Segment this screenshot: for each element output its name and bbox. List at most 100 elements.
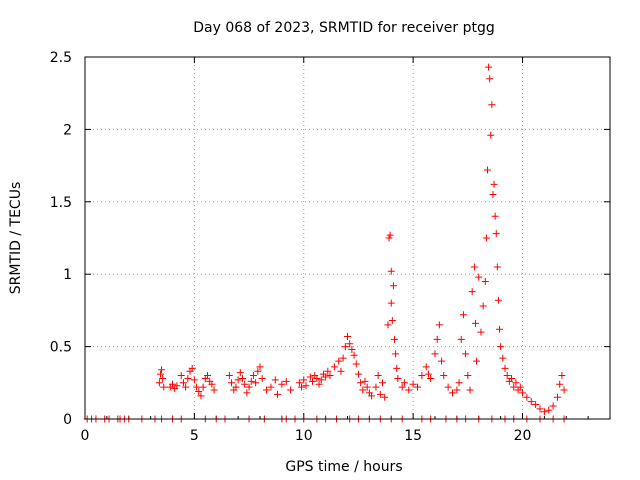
data-point <box>455 379 463 387</box>
data-point <box>339 354 347 362</box>
x-tick-label: 10 <box>295 428 313 444</box>
data-point <box>493 263 501 271</box>
data-point <box>556 380 564 388</box>
y-tick-label: 2 <box>63 122 72 138</box>
data-point <box>558 372 566 380</box>
data-point <box>263 386 271 394</box>
data-point <box>405 386 413 394</box>
data-point <box>182 383 190 391</box>
data-point <box>287 386 295 394</box>
data-point <box>549 402 557 410</box>
data-point <box>158 366 166 374</box>
data-point <box>315 380 323 388</box>
data-point <box>258 374 266 382</box>
data-point <box>496 325 504 333</box>
data-point <box>497 343 505 351</box>
data-point <box>400 379 408 387</box>
data-point <box>516 383 524 391</box>
data-point <box>309 377 316 385</box>
data-point <box>427 374 435 382</box>
data-point <box>473 357 481 365</box>
data-point <box>486 75 494 83</box>
data-point <box>298 383 306 391</box>
y-tick-label: 0.5 <box>50 340 72 356</box>
y-tick-label: 2.5 <box>50 50 72 66</box>
data-point <box>159 374 167 382</box>
data-point <box>466 386 474 394</box>
data-point <box>487 131 495 139</box>
data-point <box>156 370 164 378</box>
data-point <box>313 374 321 382</box>
data-point <box>243 389 251 397</box>
data-point <box>372 383 380 391</box>
data-point <box>381 393 389 401</box>
data-point <box>485 63 493 71</box>
data-point <box>208 380 216 388</box>
data-point <box>536 405 544 413</box>
x-tick-label: 0 <box>81 428 90 444</box>
x-tick-label: 15 <box>404 428 422 444</box>
data-point <box>232 383 240 391</box>
data-point <box>179 379 187 387</box>
data-point <box>394 374 402 382</box>
data-point <box>252 379 260 387</box>
data-point <box>245 383 253 391</box>
data-point <box>374 372 382 380</box>
data-point <box>241 380 249 388</box>
data-point <box>344 332 351 340</box>
x-tick-label: 20 <box>514 428 532 444</box>
data-point <box>391 335 399 343</box>
data-point <box>234 376 242 384</box>
data-point <box>387 267 395 275</box>
data-point <box>385 234 393 242</box>
data-point <box>368 392 376 400</box>
data-point <box>462 350 470 358</box>
data-point <box>545 406 553 414</box>
data-point <box>256 363 264 371</box>
data-point <box>459 311 467 319</box>
data-point <box>479 302 487 310</box>
y-tick-label: 1 <box>63 267 72 283</box>
data-point <box>414 383 421 391</box>
data-point <box>477 328 485 336</box>
data-point <box>387 299 395 307</box>
data-point <box>527 398 535 406</box>
data-point <box>532 401 540 409</box>
data-point <box>438 357 446 365</box>
data-point <box>267 383 275 391</box>
data-point <box>418 372 426 380</box>
data-point <box>389 282 397 290</box>
y-tick-label: 0 <box>63 412 72 428</box>
data-point <box>254 367 262 375</box>
data-point <box>326 372 334 380</box>
data-point <box>386 231 394 239</box>
data-point <box>177 372 185 380</box>
data-point <box>492 230 500 238</box>
data-point <box>379 379 386 387</box>
data-point <box>239 374 246 382</box>
data-point <box>204 372 211 380</box>
data-point <box>491 212 499 220</box>
data-point <box>393 364 401 372</box>
data-point <box>295 379 303 387</box>
x-axis-label: GPS time / hours <box>285 459 402 475</box>
data-point <box>155 379 163 387</box>
plot-frame <box>84 56 611 420</box>
y-axis-label: SRMTID / TECUs <box>8 182 24 295</box>
data-point <box>346 340 354 348</box>
data-point <box>363 383 371 391</box>
data-point <box>352 360 360 368</box>
data-point <box>249 372 257 380</box>
data-point <box>468 288 476 296</box>
data-point <box>278 380 286 388</box>
data-point <box>361 377 369 385</box>
data-point <box>282 377 290 385</box>
data-point <box>475 273 483 281</box>
data-point <box>210 386 218 394</box>
data-point <box>195 387 203 395</box>
data-point <box>554 393 561 401</box>
data-point <box>228 379 236 387</box>
data-point <box>433 335 441 343</box>
data-point <box>510 383 518 391</box>
